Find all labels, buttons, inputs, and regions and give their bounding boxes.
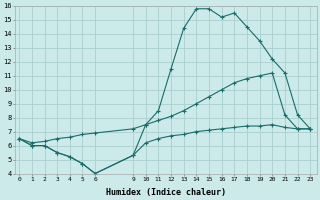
- X-axis label: Humidex (Indice chaleur): Humidex (Indice chaleur): [106, 188, 226, 197]
